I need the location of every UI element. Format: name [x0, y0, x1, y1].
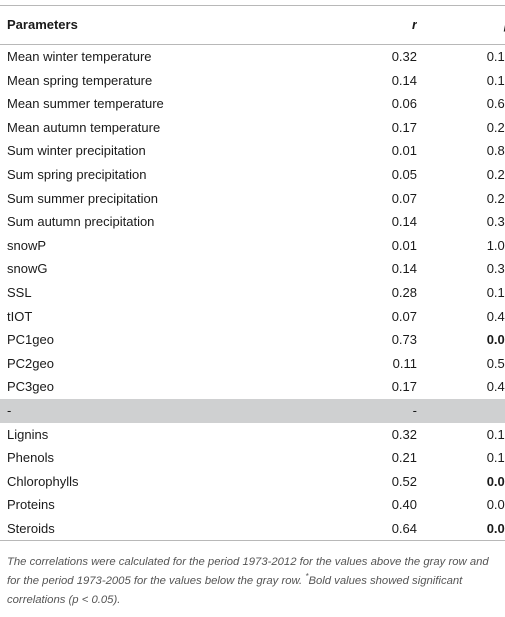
correlation-table: Parameters r p Mean winter temperature 0.…	[0, 5, 505, 542]
cell-parameter: Sum winter precipitation	[7, 143, 146, 159]
cell-p: 0.19	[486, 72, 505, 88]
cell-r: 0.01	[391, 143, 417, 159]
cell-parameter: Mean autumn temperature	[7, 119, 161, 135]
cell-r: 0.14	[391, 214, 417, 230]
table-row: PC2geo 0.11 0.56	[0, 352, 505, 376]
cell-parameter: Chlorophylls	[7, 473, 79, 489]
table-row: Sum summer precipitation 0.07 0.28	[0, 187, 505, 211]
cell-r: 0.32	[391, 49, 417, 64]
cell-parameter: snowP	[7, 237, 47, 253]
cell-parameter: Lignins	[7, 426, 49, 442]
table-row: Phenols 0.21 0.16	[0, 446, 505, 470]
footnote-main: The correlations were calculated for the…	[7, 556, 489, 587]
cell-p: 0.44	[486, 308, 505, 324]
cell-p: 0.66	[486, 96, 505, 112]
cell-r: 0.05	[391, 166, 417, 182]
cell-r: 0.07	[391, 190, 417, 206]
cell-p: 0.19	[486, 49, 505, 64]
cell-parameter: snowG	[7, 261, 48, 277]
header-p: p	[417, 5, 505, 45]
cell-r: 0.40	[391, 497, 417, 513]
table-header: Parameters r p	[0, 5, 505, 45]
cell-r: -	[295, 398, 417, 423]
cell-parameter: Proteins	[7, 497, 55, 513]
cell-r: 0.28	[391, 284, 417, 300]
cell-p: 0.03	[417, 516, 505, 542]
cell-parameter: Steroids	[0, 516, 295, 542]
header-parameters: Parameters	[0, 5, 295, 45]
table-row: Mean summer temperature 0.06 0.66	[0, 92, 505, 116]
cell-p: 0.16	[486, 450, 505, 466]
cell-p: -	[417, 398, 505, 423]
cell-p: 0.13	[486, 426, 505, 442]
table-row: Mean spring temperature 0.14 0.19	[0, 69, 505, 93]
cell-p: 0.38	[486, 214, 505, 230]
table-footnote: The correlations were calculated for the…	[7, 553, 499, 610]
separator-row: ---	[0, 398, 505, 423]
table-row: Lignins 0.32 0.13	[0, 423, 505, 447]
cell-r: 0.01	[391, 237, 417, 253]
cell-parameter: Mean winter temperature	[7, 49, 152, 64]
cell-parameter: tIOT	[7, 308, 33, 324]
cell-parameter: PC3geo	[7, 379, 54, 395]
header-row: Parameters r p	[0, 5, 505, 45]
cell-p: 0.09	[486, 497, 505, 513]
table-row: SSL 0.28 0.13	[0, 281, 505, 305]
cell-p: 0.81	[486, 143, 505, 159]
cell-r: 0.06	[391, 96, 417, 112]
table-row: Proteins 0.40 0.09	[0, 493, 505, 517]
cell-r: 0.21	[391, 450, 417, 466]
cell-r: 0.73	[391, 332, 417, 348]
cell-r: 0.17	[391, 379, 417, 395]
cell-p: 0.44	[486, 379, 505, 395]
table-row: Chlorophylls 0.52 0.03	[0, 470, 505, 494]
table-row: tIOT 0.07 0.44	[0, 305, 505, 329]
cell-parameter: -	[0, 398, 295, 423]
cell-r: 0.14	[391, 261, 417, 277]
table-row: snowP 0.01 1.00	[0, 234, 505, 258]
cell-r: 0.32	[391, 426, 417, 442]
table-row: PC3geo 0.17 0.44	[0, 375, 505, 399]
cell-r: 0.14	[391, 72, 417, 88]
table-row: snowG 0.14 0.31	[0, 257, 505, 281]
footnote-tail: Bold values showed significant correlati…	[7, 575, 463, 606]
cell-parameter: Sum autumn precipitation	[7, 214, 155, 230]
cell-r: 0.17	[391, 119, 417, 135]
cell-parameter: Mean spring temperature	[7, 72, 153, 88]
cell-p: 0.28	[486, 190, 505, 206]
cell-parameter: PC2geo	[7, 355, 54, 371]
table-row: Sum winter precipitation 0.01 0.81	[0, 139, 505, 163]
cell-parameter: SSL	[7, 284, 32, 300]
cell-p: 0.28	[486, 166, 505, 182]
cell-parameter: Sum summer precipitation	[7, 190, 158, 206]
cell-r: 0.07	[391, 308, 417, 324]
cell-p: 1.00	[486, 237, 505, 253]
table-row: PC1geo 0.73 0.03	[0, 328, 505, 352]
cell-p: 0.56	[486, 355, 505, 371]
cell-p: 0.28	[486, 119, 505, 135]
cell-p: 0.31	[486, 261, 505, 277]
cell-parameter: Sum spring precipitation	[7, 166, 147, 182]
header-r: r	[295, 5, 417, 45]
cell-r: 0.52	[391, 473, 417, 489]
cell-parameter: Mean summer temperature	[7, 96, 164, 112]
footnote-marker: *	[305, 572, 309, 582]
table-row: Mean autumn temperature 0.17 0.28	[0, 116, 505, 140]
table-row: Mean winter temperature 0.32 0.19	[0, 45, 505, 69]
cell-r: 0.11	[392, 355, 417, 371]
cell-r: 0.64	[295, 516, 417, 542]
table-row: Sum spring precipitation 0.05 0.28	[0, 163, 505, 187]
cell-p: 0.13	[486, 284, 505, 300]
table-row: Sum autumn precipitation 0.14 0.38	[0, 210, 505, 234]
cell-p: 0.03	[486, 332, 505, 348]
cell-parameter: Phenols	[7, 450, 54, 466]
cell-p: 0.03	[486, 473, 505, 489]
cell-parameter: PC1geo	[7, 332, 54, 348]
